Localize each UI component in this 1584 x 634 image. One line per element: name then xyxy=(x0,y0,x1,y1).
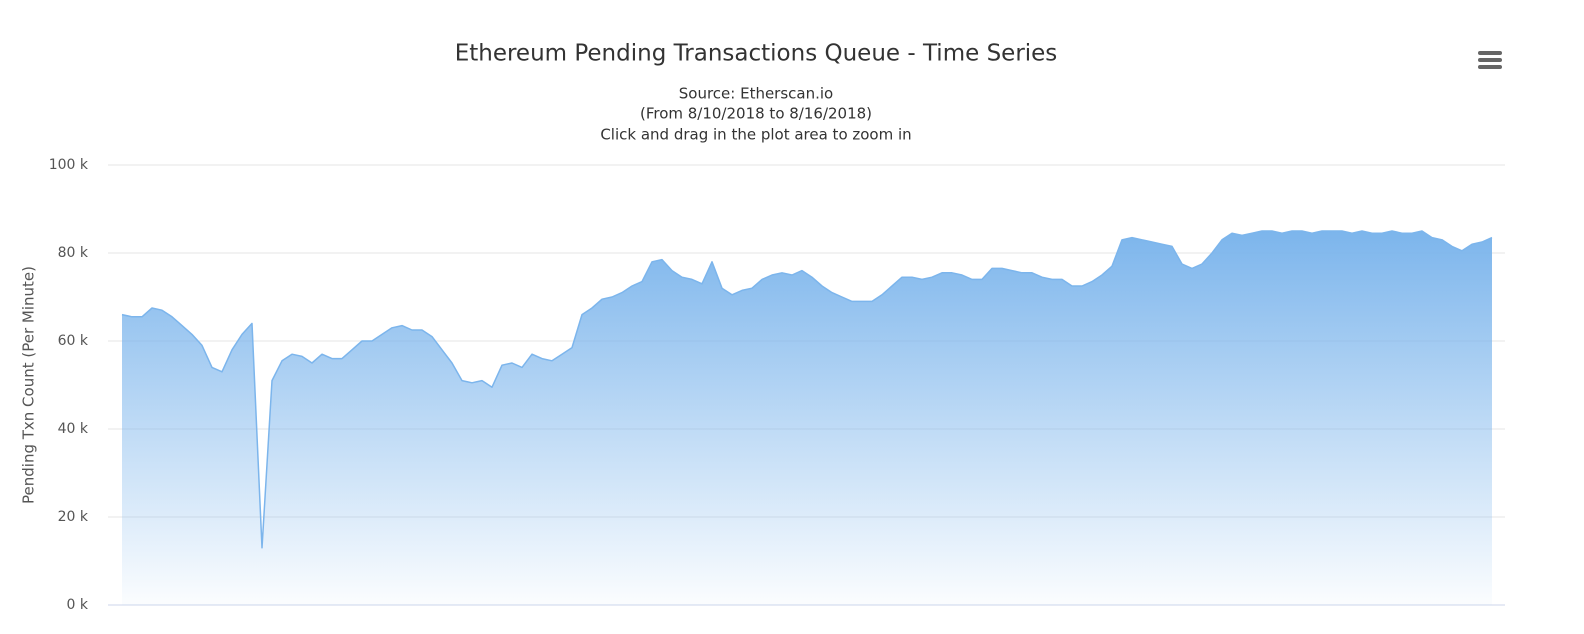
menu-bar xyxy=(1478,65,1502,69)
y-tick-label: 100 k xyxy=(49,157,89,173)
y-axis-label: Pending Txn Count (Per Minute) xyxy=(20,266,38,504)
y-tick-label: 80 k xyxy=(58,245,89,261)
y-tick-label: 20 k xyxy=(58,509,89,525)
menu-button[interactable] xyxy=(1478,51,1502,69)
subtitle: (From 8/10/2018 to 8/16/2018) xyxy=(640,105,872,123)
y-tick-label: 40 k xyxy=(58,421,89,437)
area-line xyxy=(121,230,1493,549)
menu-bar xyxy=(1478,51,1502,55)
area-fill xyxy=(122,231,1492,605)
y-tick-label: 0 k xyxy=(67,597,89,613)
chart-title: Ethereum Pending Transactions Queue - Ti… xyxy=(455,41,1058,67)
menu-bar xyxy=(1478,58,1502,62)
subtitle: Source: Etherscan.io xyxy=(679,85,833,103)
y-tick-label: 60 k xyxy=(58,333,89,349)
subtitle: Click and drag in the plot area to zoom … xyxy=(600,126,911,144)
